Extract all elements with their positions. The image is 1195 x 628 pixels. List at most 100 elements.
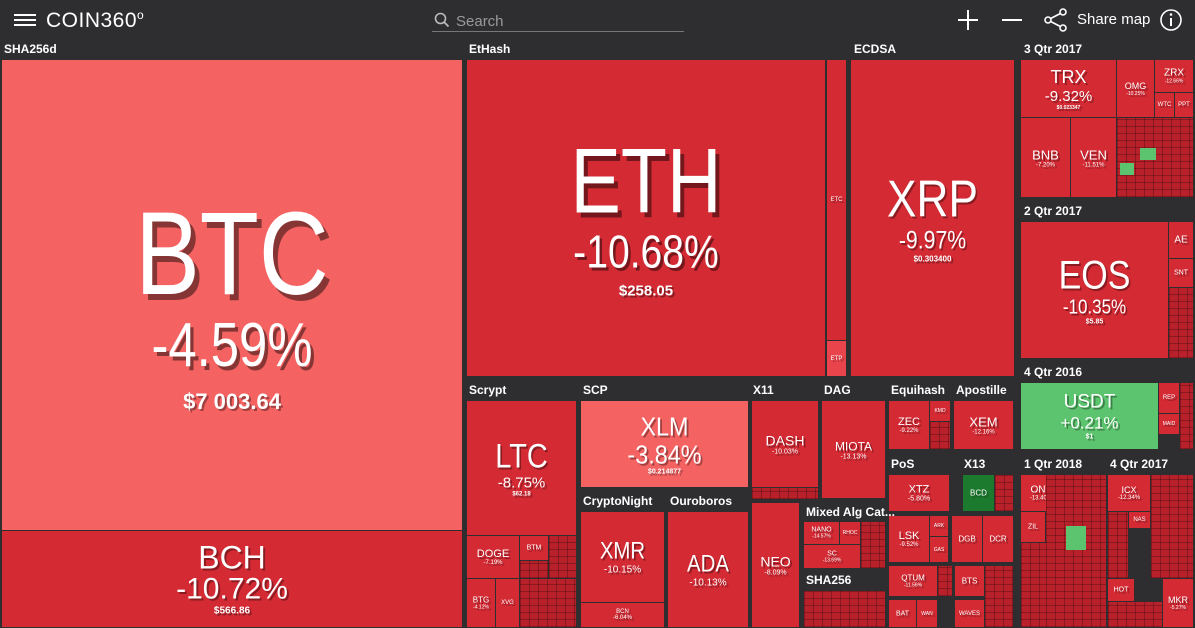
coin-tile-qtum[interactable]: QTUM -11.56%: [889, 566, 937, 596]
small-coins-mosaic[interactable]: [1046, 475, 1106, 627]
coin-tile-xem[interactable]: XEM -12.16%: [954, 401, 1013, 449]
sector-label-4qtr2017: 4 Qtr 2017: [1110, 457, 1169, 471]
coin-tile-xrp[interactable]: XRP -9.97% $0.303400: [851, 60, 1014, 376]
coin-tile-hot[interactable]: HOT: [1108, 579, 1134, 601]
coin-tile-bch[interactable]: BCH -10.72% $566.86: [2, 531, 462, 627]
coin-tile-omg[interactable]: OMG -10.25%: [1117, 60, 1154, 117]
coin-tile-miota[interactable]: MIOTA -13.13%: [822, 401, 885, 498]
coin-tile-small-green[interactable]: [1140, 148, 1156, 160]
coin-symbol: KMD: [934, 408, 946, 414]
coin-tile-zrx[interactable]: ZRX -12.66%: [1155, 60, 1193, 92]
share-icon[interactable]: [1043, 8, 1069, 32]
coin-tile-lsk[interactable]: LSK -9.52%: [889, 516, 929, 562]
coin-tile-rhoc[interactable]: RHOC: [840, 522, 860, 544]
coin-tile-xvg[interactable]: XVG: [496, 579, 519, 627]
coin-tile-bat[interactable]: BAT: [889, 600, 916, 627]
coin-symbol: HOT: [1113, 586, 1129, 594]
coin-tile-bcn[interactable]: BCN -6.04%: [581, 603, 664, 627]
coin-symbol: DGB: [958, 534, 976, 544]
coin-tile-ae[interactable]: AE: [1169, 222, 1193, 258]
coin-change: -5.80%: [907, 495, 931, 503]
coin-tile-btg[interactable]: BTG -4.12%: [467, 579, 495, 627]
coin-change: -10.13%: [689, 577, 727, 588]
coin-tile-nas[interactable]: NAS: [1129, 512, 1150, 528]
coin-tile-gas[interactable]: GAS: [930, 537, 948, 562]
coin-tile-zil[interactable]: ZIL: [1021, 512, 1045, 542]
coin-tile-eth[interactable]: ETH -10.68% $258.05: [467, 60, 825, 376]
coin-tile-etc[interactable]: ETC: [826, 60, 846, 340]
app-logo[interactable]: COIN360o: [46, 8, 145, 32]
small-coins-mosaic[interactable]: [549, 536, 576, 578]
zoom-out-icon[interactable]: [1000, 8, 1024, 32]
coin-change: -11.51%: [1082, 162, 1105, 168]
small-coins-mosaic[interactable]: [938, 566, 952, 596]
share-map-label[interactable]: Share map: [1077, 11, 1151, 28]
coin-tile-small-green[interactable]: [1066, 526, 1086, 550]
coin-tile-wtc[interactable]: WTC: [1155, 93, 1174, 117]
coin-tile-ppt[interactable]: PPT: [1175, 93, 1193, 117]
coin-tile-eos[interactable]: EOS -10.35% $5.85: [1021, 222, 1168, 358]
coin-tile-btc[interactable]: BTC -4.59% $7 003.64: [2, 60, 462, 530]
sector-label-apostille: Apostille: [956, 383, 1007, 397]
small-coins-mosaic[interactable]: [861, 522, 885, 568]
coin-tile-ven[interactable]: VEN -11.51%: [1071, 118, 1116, 197]
coin-tile-etp[interactable]: ETP: [826, 341, 846, 376]
search-input[interactable]: [454, 9, 684, 33]
coin-tile-neo[interactable]: NEO -8.09%: [752, 503, 799, 627]
coin-tile-dash[interactable]: DASH -10.03%: [752, 401, 818, 487]
coin-tile-usdt[interactable]: USDT +0.21% $1: [1021, 383, 1158, 449]
coin-tile-bnb[interactable]: BNB -7.20%: [1021, 118, 1070, 197]
coin-tile-doge[interactable]: DOGE -7.19%: [467, 536, 519, 578]
small-coins-mosaic[interactable]: [1151, 475, 1193, 578]
info-icon[interactable]: [1159, 8, 1183, 32]
coin-tile-mkr[interactable]: MKR -5.27%: [1163, 579, 1193, 627]
sector-label-mixed: Mixed Alg Cat...: [806, 505, 895, 519]
coin-tile-xlm[interactable]: XLM -3.84% $0.214877: [581, 401, 748, 487]
small-coins-mosaic[interactable]: [995, 475, 1013, 511]
coin-symbol: BTS: [961, 576, 978, 586]
small-coins-mosaic[interactable]: [1108, 512, 1128, 578]
small-coins-mosaic[interactable]: [985, 566, 1013, 627]
coin-tile-ada[interactable]: ADA -10.13%: [668, 512, 748, 627]
coin-symbol: XEM: [969, 414, 998, 430]
coin-symbol: RHOC: [842, 530, 858, 536]
small-coins-mosaic[interactable]: [1108, 602, 1162, 627]
coin-price: $1: [1085, 433, 1094, 441]
small-coins-mosaic[interactable]: [804, 591, 885, 627]
coin-tile-btm[interactable]: BTM: [520, 536, 548, 560]
coin-tile-maid[interactable]: MAID: [1159, 414, 1179, 434]
coin-symbol: PPT: [1178, 102, 1190, 108]
coin-tile-small-green[interactable]: [1120, 163, 1134, 175]
small-coins-mosaic[interactable]: [1180, 383, 1193, 449]
coin-tile-dgb[interactable]: DGB: [952, 516, 982, 562]
coin-tile-wan[interactable]: WAN: [917, 600, 937, 627]
coin-tile-dcr[interactable]: DCR: [983, 516, 1013, 562]
coin-tile-trx[interactable]: TRX -9.32% $0.023347: [1021, 60, 1116, 117]
coin-tile-sc[interactable]: SC -13.69%: [804, 545, 860, 568]
small-coins-mosaic[interactable]: [930, 422, 950, 449]
coin-tile-ark[interactable]: ARK: [930, 516, 948, 536]
coin-tile-icx[interactable]: ICX -12.34%: [1108, 475, 1150, 511]
coin-tile-zec[interactable]: ZEC -9.22%: [889, 401, 929, 449]
zoom-in-icon[interactable]: [956, 8, 980, 32]
small-coins-mosaic[interactable]: [520, 579, 576, 627]
coin-tile-xmr[interactable]: XMR -10.15%: [581, 512, 664, 602]
coin-change: -5.27%: [1170, 605, 1186, 611]
coin-tile-waves[interactable]: WAVES: [955, 600, 984, 627]
coin-tile-snt[interactable]: SNT: [1169, 259, 1193, 287]
small-coins-mosaic[interactable]: [1169, 288, 1193, 358]
hamburger-menu-icon[interactable]: [14, 11, 36, 29]
coin-tile-bcd[interactable]: BCD: [963, 475, 994, 511]
coin-tile-ltc[interactable]: LTC -8.75% $62.18: [467, 401, 576, 535]
coin-tile-xtz[interactable]: XTZ -5.80%: [889, 475, 949, 511]
small-coins-mosaic[interactable]: [520, 561, 548, 578]
coin-tile-nano[interactable]: NANO -14.57%: [804, 522, 839, 544]
coin-tile-bts[interactable]: BTS: [955, 566, 984, 596]
coin-tile-rep[interactable]: REP: [1159, 383, 1179, 413]
search-box[interactable]: [432, 9, 684, 33]
coin-change: -4.59%: [151, 311, 313, 380]
coin-tile-kmd[interactable]: KMD: [930, 401, 950, 421]
coin-symbol: BNB: [1032, 147, 1059, 162]
small-coins-mosaic[interactable]: [752, 488, 818, 499]
small-coins-mosaic[interactable]: [1021, 543, 1046, 627]
